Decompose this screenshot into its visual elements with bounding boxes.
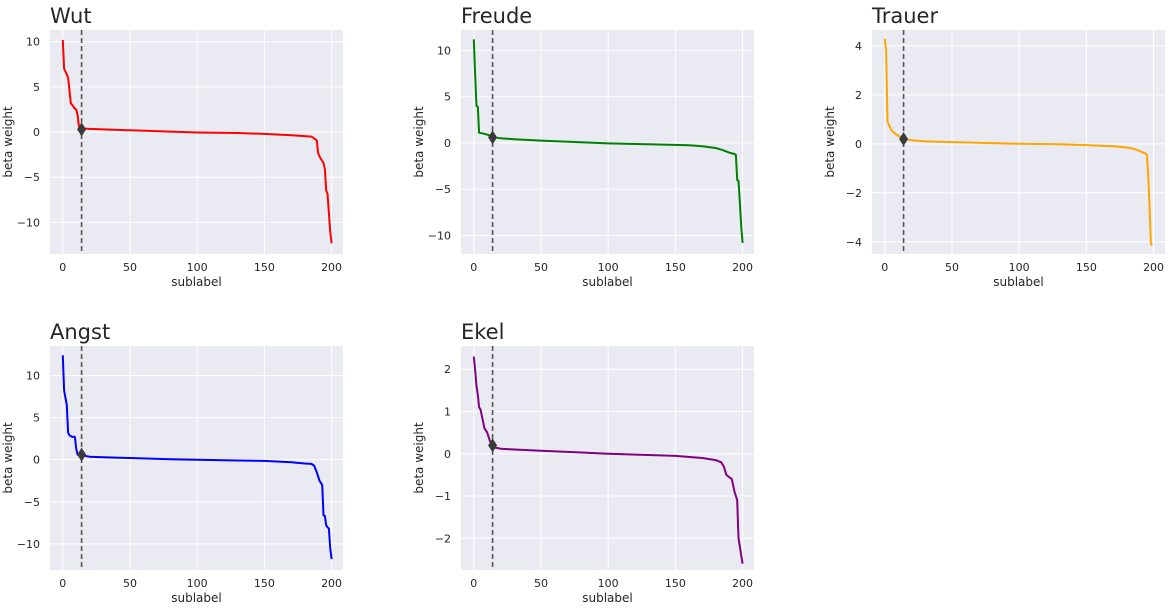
y-tick-label: 0: [444, 448, 451, 461]
y-tick-label: 10: [26, 369, 40, 382]
x-tick-label: 200: [1143, 261, 1164, 274]
series-line: [61, 39, 333, 244]
y-tick-label: 0: [855, 138, 862, 151]
subplot-title: Wut: [50, 4, 92, 28]
y-tick-label: −5: [24, 171, 40, 184]
x-tick-label: 150: [254, 261, 275, 274]
cutoff-marker: [77, 122, 87, 137]
x-tick-label: 150: [254, 577, 275, 590]
y-axis-label: beta weight: [412, 422, 426, 494]
x-tick-label: 100: [187, 577, 208, 590]
subplot-title: Ekel: [461, 320, 504, 344]
y-tick-label: −10: [17, 538, 40, 551]
y-tick-label: −5: [24, 496, 40, 509]
cutoff-marker: [77, 447, 87, 462]
series-line: [61, 355, 333, 560]
x-tick-label: 200: [732, 577, 753, 590]
x-tick-label: 200: [321, 577, 342, 590]
x-axis-label: sublabel: [582, 275, 633, 289]
y-tick-label: 0: [33, 126, 40, 139]
y-tick-label: −10: [428, 229, 451, 242]
y-tick-label: −2: [435, 532, 451, 545]
x-tick-label: 200: [732, 261, 753, 274]
y-tick-label: −2: [846, 187, 862, 200]
subplot-title: Freude: [461, 4, 532, 28]
y-tick-label: 5: [33, 412, 40, 425]
x-tick-label: 50: [123, 261, 137, 274]
y-tick-label: 4: [855, 40, 862, 53]
plot-background: [461, 30, 754, 254]
cutoff-marker: [488, 130, 498, 145]
series-line: [472, 356, 744, 564]
x-tick-label: 50: [123, 577, 137, 590]
x-tick-label: 50: [534, 577, 548, 590]
y-axis-label: beta weight: [412, 106, 426, 178]
x-tick-label: 150: [665, 577, 686, 590]
y-tick-label: 10: [437, 44, 451, 57]
x-tick-label: 0: [470, 577, 477, 590]
series-line: [472, 39, 744, 243]
y-tick-label: 0: [444, 137, 451, 150]
x-tick-label: 50: [945, 261, 959, 274]
x-axis-label: sublabel: [171, 591, 222, 605]
subplot-trauer: 0 50 100 150 200 −4 −2 0 2 4 Trauer sublabel beta we…: [823, 4, 1165, 289]
y-tick-label: 1: [444, 406, 451, 419]
x-tick-label: 100: [1009, 261, 1030, 274]
y-axis-label: beta weight: [823, 106, 837, 178]
series-line: [883, 38, 1153, 247]
x-axis-label: sublabel: [993, 275, 1044, 289]
subplot-angst: 0 50 100 150 200 −10 −5 0 5 10 Angst sublabel beta w…: [1, 320, 343, 605]
x-axis-label: sublabel: [171, 275, 222, 289]
x-tick-label: 0: [59, 577, 66, 590]
y-tick-label: −5: [435, 183, 451, 196]
cutoff-marker: [899, 131, 909, 146]
x-tick-label: 150: [665, 261, 686, 274]
y-axis-label: beta weight: [1, 422, 15, 494]
cutoff-marker: [488, 438, 498, 453]
subplot-title: Angst: [50, 320, 110, 344]
subplot-wut: 0 50 100 150 200 −10 −5 0 5 10 Wut sublabel beta wei…: [1, 4, 343, 289]
subplot-ekel: 0 50 100 150 200 −2 −1 0 1 2 Ekel sublabel beta weig…: [412, 320, 754, 605]
y-axis-label: beta weight: [1, 106, 15, 178]
y-tick-label: 10: [26, 36, 40, 49]
x-axis-label: sublabel: [582, 591, 633, 605]
x-tick-label: 0: [59, 261, 66, 274]
y-tick-label: 2: [855, 89, 862, 102]
plot-background: [50, 30, 343, 254]
x-tick-label: 200: [321, 261, 342, 274]
y-tick-label: −4: [846, 236, 862, 249]
y-tick-label: 5: [444, 91, 451, 104]
plot-background: [50, 346, 343, 570]
plot-background: [461, 346, 754, 570]
subplot-title: Trauer: [871, 4, 938, 28]
x-tick-label: 0: [470, 261, 477, 274]
y-tick-label: −10: [17, 216, 40, 229]
x-tick-label: 150: [1076, 261, 1097, 274]
x-tick-label: 100: [187, 261, 208, 274]
x-tick-label: 0: [881, 261, 888, 274]
x-tick-label: 100: [598, 261, 619, 274]
x-tick-label: 100: [598, 577, 619, 590]
y-tick-label: 2: [444, 363, 451, 376]
x-tick-label: 50: [534, 261, 548, 274]
plot-background: [872, 30, 1165, 254]
y-tick-label: 0: [33, 454, 40, 467]
subplot-freude: 0 50 100 150 200 −10 −5 0 5 10 Freude sublabel beta …: [412, 4, 754, 289]
y-tick-label: −1: [435, 490, 451, 503]
y-tick-label: 5: [33, 81, 40, 94]
